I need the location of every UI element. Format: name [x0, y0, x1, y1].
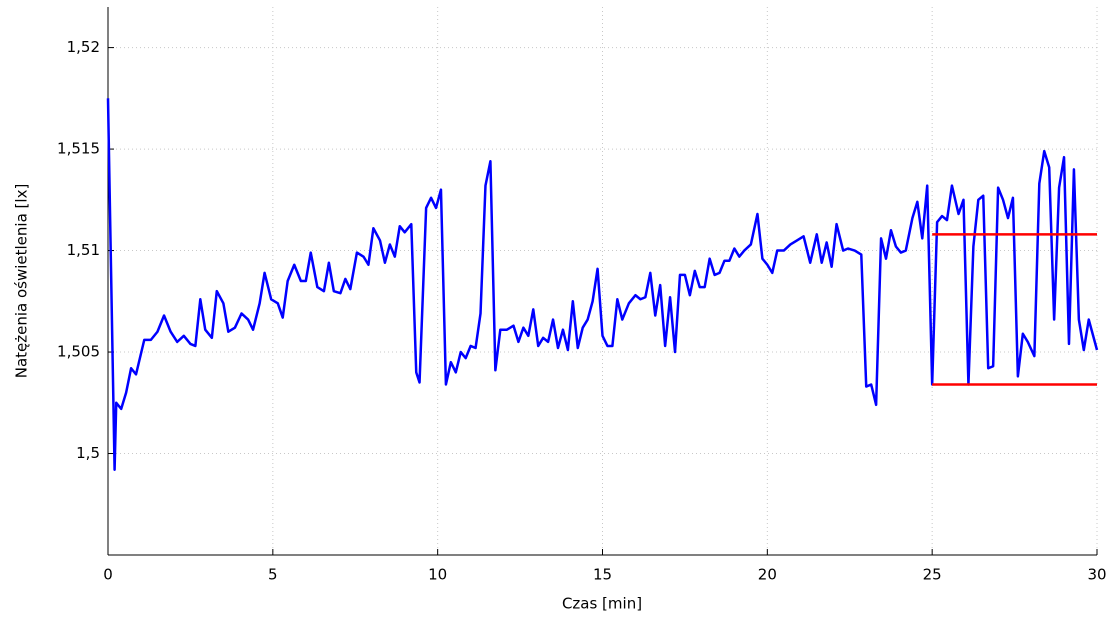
data-line [106, 98, 1099, 472]
y-tick-label: 1,52 [67, 38, 100, 56]
x-tick-label: 5 [268, 566, 278, 584]
y-tick-label: 1,5 [76, 444, 100, 462]
x-tick-label: 15 [593, 566, 612, 584]
x-tick-label: 25 [923, 566, 942, 584]
x-tick-label: 20 [758, 566, 777, 584]
y-tick-label: 1,51 [67, 241, 100, 259]
y-axis-title: Natężenia oświetlenia [lx] [13, 184, 31, 379]
x-tick-label: 0 [103, 566, 113, 584]
y-tick-label: 1,505 [57, 343, 100, 361]
y-tick-label: 1,515 [57, 140, 100, 158]
x-tick-label: 30 [1087, 566, 1106, 584]
x-tick-label: 10 [428, 566, 447, 584]
x-axis-title: Czas [min] [562, 595, 642, 613]
